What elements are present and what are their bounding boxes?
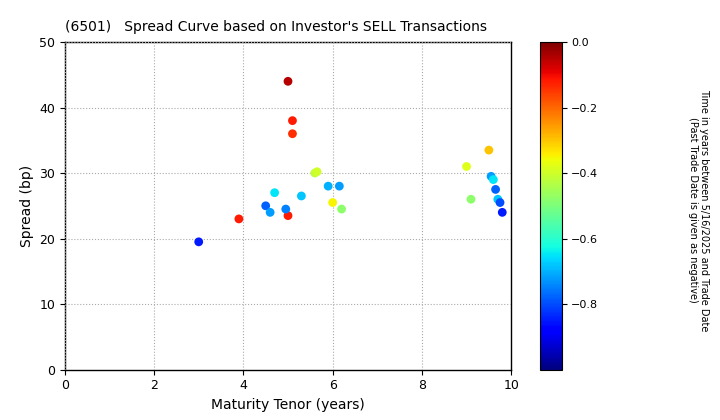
Point [485,173,497,180]
Point [280,206,292,213]
Point [287,130,298,137]
Point [327,199,338,206]
Point [282,78,294,85]
Point [492,196,503,202]
Point [333,183,345,189]
Point [287,117,298,124]
Point [490,186,501,193]
Point [233,215,245,222]
Point [269,189,280,196]
Point [282,212,294,219]
Point [296,193,307,199]
Point [260,202,271,209]
Point [193,239,204,245]
Point [465,196,477,202]
Point [461,163,472,170]
Text: (6501)   Spread Curve based on Investor's SELL Transactions: (6501) Spread Curve based on Investor's … [65,20,487,34]
Point [336,206,347,213]
Point [264,209,276,216]
Point [311,168,323,175]
Point [497,209,508,216]
Point [487,176,499,183]
Text: Time in years between 5/16/2025 and Trade Date
(Past Trade Date is given as nega: Time in years between 5/16/2025 and Trad… [688,89,709,331]
Point [323,183,334,189]
Point [309,170,320,176]
Point [494,199,505,206]
Point [483,147,495,153]
Y-axis label: Spread (bp): Spread (bp) [19,165,34,247]
X-axis label: Maturity Tenor (years): Maturity Tenor (years) [211,398,365,412]
